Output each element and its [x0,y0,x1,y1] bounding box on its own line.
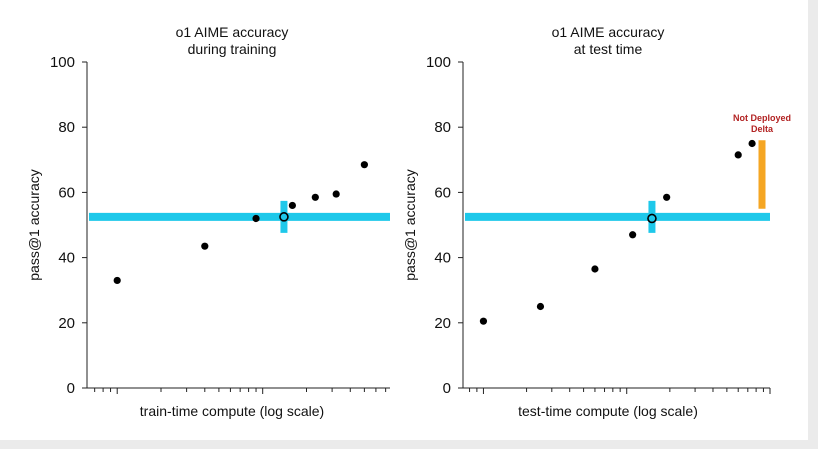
data-point [252,214,260,223]
y-axis-label: pass@1 accuracy [26,169,42,280]
data-point [332,190,340,198]
data-point [360,161,368,169]
delta-annotation-line2: Delta [751,124,774,134]
highlight-point [647,213,657,224]
y-tick-label: 20 [58,315,75,332]
chart-panel: o1 AIME accuracy during training 0 20 40 60 80… [0,0,808,440]
chart-title-line2: at test time [574,41,643,57]
chart-title-line1: o1 AIME accuracy [176,24,289,40]
y-tick-label: 40 [58,250,75,267]
y-tick-label: 100 [426,54,451,71]
data-point [201,242,209,250]
data-point [748,139,756,148]
y-tick-label: 60 [58,184,75,201]
y-axis-label: pass@1 accuracy [402,169,418,280]
data-point [288,201,296,210]
y-tick-label: 0 [67,380,75,397]
x-axis-label: train-time compute (log scale) [140,403,324,419]
data-point [734,151,742,159]
y-tick-label: 20 [434,315,451,332]
chart-title-line1: o1 AIME accuracy [552,24,665,40]
highlight-point [279,212,289,222]
y-tick-label: 40 [434,250,451,267]
y-tick-label: 60 [434,184,451,201]
x-axis-label: test-time compute (log scale) [518,403,698,419]
y-tick-label: 100 [50,54,75,71]
data-point [311,193,319,201]
y-tick-label: 80 [434,119,451,136]
chart-title-line2: during training [188,41,277,57]
delta-annotation-line1: Not Deployed [733,113,791,123]
data-point [629,231,637,239]
y-tick-label: 80 [58,119,75,136]
data-point [663,193,671,201]
data-point [479,317,488,325]
data-point [536,302,545,311]
data-point [591,265,599,273]
y-tick-label: 0 [443,380,451,397]
data-point [113,276,121,285]
